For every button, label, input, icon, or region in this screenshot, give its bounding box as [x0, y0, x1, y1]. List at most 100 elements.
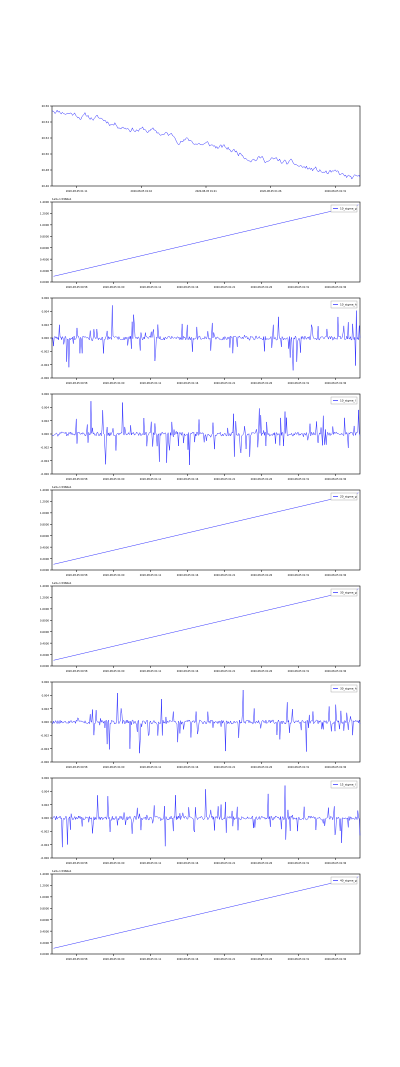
x-tick-label: 2020-08-05 01:00	[103, 766, 125, 769]
x-tick-label: 2020-08-05 01:36	[325, 862, 347, 865]
x-tick-label: 2020-08-05 01:26	[251, 862, 273, 865]
legend-box	[330, 204, 358, 213]
series-line-30_sigma_h	[51, 690, 361, 754]
y-tick-label: 0.0000	[40, 568, 49, 572]
series-line-10_sigma_h	[51, 305, 361, 371]
x-tick-label: 2020-08-05 01:11	[140, 862, 162, 865]
legend-label: 30_sigma_g	[340, 591, 357, 595]
x-tick-label: 2020-08-05 01:31	[288, 286, 310, 289]
plot-frame	[51, 105, 361, 187]
x-tick-label: 2020-08-05 01:11	[140, 766, 162, 769]
series-line-40_sigma_g	[53, 876, 359, 949]
y-tick-label: 0.0000	[40, 664, 49, 668]
x-tick-label: 2020-08-05 01:26	[251, 478, 273, 481]
legend-label: 10_sigma_l	[340, 399, 356, 403]
plot-frame	[51, 201, 361, 283]
y-tick-label: 0.0000	[40, 280, 49, 284]
x-tick-label: 2020-08-05 01:36	[325, 958, 347, 961]
y-tick-label: 0.002	[42, 803, 50, 807]
x-tick-label: 2020-08-05 01:00	[103, 574, 125, 577]
x-tick-label: 2020-08-05 00:58	[66, 958, 88, 961]
y-tick-label: -0.002	[41, 446, 50, 450]
y-tick-label: 0.004	[42, 790, 50, 794]
x-tick-label: 2020-08-05 01:16	[177, 766, 199, 769]
y-tick-label: 0.002	[42, 707, 50, 711]
x-tick-label: 2020-08-05 01:21	[214, 862, 236, 865]
legend-box	[330, 876, 358, 885]
y-tick-label: 0.8000	[40, 618, 49, 622]
y-tick-label: 1.4000	[40, 872, 49, 876]
y-tick-label: 0.2000	[40, 557, 49, 561]
y-tick-label: 0.006	[42, 776, 50, 780]
x-tick-label: 2020-08-05 01:36	[325, 286, 347, 289]
y-tick-label: -0.006	[41, 376, 50, 380]
offset-text: 1e9+1.5966e1	[52, 581, 72, 585]
x-tick-label: 2020-08-05 01:00	[103, 478, 125, 481]
x-tick-label: 2020-08-05 01:16	[177, 286, 199, 289]
x-tick-label: 2020-08-05 00:58	[66, 574, 88, 577]
x-tick-label: 2020-08-05 01:26	[251, 286, 273, 289]
plot-frame	[51, 489, 361, 571]
legend-label: 15_sigma_l	[340, 783, 356, 787]
series-line-10_sigma_g	[53, 204, 359, 277]
legend-label: 20_sigma_g	[340, 495, 357, 499]
x-tick-label: 2020-08-05 01:31	[288, 670, 310, 673]
y-tick-label: 0.006	[42, 680, 50, 684]
series-line-20_sigma_g	[53, 492, 359, 565]
x-tick-label: 2020-08-05 00:58	[66, 862, 88, 865]
chart-panel-9: 1.4000 1.2000 1.0000 0.8000 0.6000 0.4000 0.20…	[40, 869, 361, 961]
y-tick-label: 0.6000	[40, 630, 49, 634]
y-tick-label: 0.004	[42, 310, 50, 314]
y-tick-label: 0.4000	[40, 641, 49, 645]
y-tick-label: -0.004	[41, 363, 50, 367]
y-tick-label: 1.2000	[40, 596, 49, 600]
y-tick-label: -0.004	[41, 747, 50, 751]
series-line-price	[51, 109, 361, 180]
y-tick-label: 1.4000	[40, 584, 49, 588]
chart-panel-8: 0.006 0.004 0.002 0.000 -0.002 -0.004 -0.006 20…	[41, 776, 361, 865]
y-tick-label: 20.56	[42, 104, 50, 108]
y-tick-label: 0.000	[42, 432, 50, 436]
x-tick-label: 2020-08-05 01:11	[140, 574, 162, 577]
x-tick-label: 2020-08-05 01:26	[251, 958, 273, 961]
y-tick-label: 0.4000	[40, 545, 49, 549]
x-tick-label: 2020-08-05 01:21	[214, 670, 236, 673]
x-tick-label: 2020-08-05 01:36	[325, 478, 347, 481]
y-tick-label: 0.4000	[40, 929, 49, 933]
x-tick-label: 2020-08-05 01:00	[103, 670, 125, 673]
y-tick-label: 0.8000	[40, 906, 49, 910]
chart-panel-1: 20.56 20.54 20.52 20.50 20.48 20.46 2020-08-05…	[42, 104, 361, 193]
y-tick-label: 20.52	[42, 136, 50, 140]
y-tick-label: 0.004	[42, 694, 50, 698]
series-line-15_sigma_l	[51, 785, 361, 848]
x-tick-label: 2020-08-05 01:21	[214, 478, 236, 481]
offset-text: 1e9+1.5966e1	[52, 869, 72, 873]
y-tick-label: 0.000	[42, 336, 50, 340]
x-tick-label: 2020-08-05 01:00	[103, 862, 125, 865]
x-tick-label: 2020-08-05 01:26	[251, 574, 273, 577]
x-tick-label: 2020-08-05 01:11	[140, 478, 162, 481]
x-tick-label: 2020-08-05 01:21	[214, 766, 236, 769]
y-tick-label: -0.006	[41, 472, 50, 476]
legend-box	[330, 396, 358, 405]
y-tick-label: 0.8000	[40, 234, 49, 238]
y-tick-label: -0.002	[41, 350, 50, 354]
x-tick-label: 2020-08-05 01:21	[214, 286, 236, 289]
chart-panel-7: 0.006 0.004 0.002 0.000 -0.002 -0.004 -0.006 20…	[41, 680, 361, 769]
chart-panel-4: 0.006 0.004 0.002 0.000 -0.002 -0.004 -0.006 20…	[41, 392, 361, 481]
plot-frame	[51, 873, 361, 955]
y-tick-label: 0.006	[42, 296, 50, 300]
chart-panel-6: 1.4000 1.2000 1.0000 0.8000 0.6000 0.4000 0.20…	[40, 581, 361, 673]
x-tick-label: 2020-08-05 01:16	[177, 958, 199, 961]
y-tick-label: 0.000	[42, 720, 50, 724]
x-tick-label: 2020-08-05 01:16	[131, 190, 153, 193]
y-tick-label: 0.006	[42, 392, 50, 396]
x-tick-label: 2020-08-05 01:11	[140, 958, 162, 961]
x-tick-label: 2020-08-05 00:58	[66, 670, 88, 673]
y-tick-label: 20.54	[42, 120, 50, 124]
x-tick-label: 2020-08-05 01:21	[195, 190, 217, 193]
series-line-10_sigma_l	[51, 401, 361, 465]
chart-panel-3: 0.006 0.004 0.002 0.000 -0.002 -0.004 -0.006 20…	[41, 296, 361, 385]
x-tick-label: 2020-08-05 01:11	[140, 286, 162, 289]
y-tick-label: 0.8000	[40, 522, 49, 526]
